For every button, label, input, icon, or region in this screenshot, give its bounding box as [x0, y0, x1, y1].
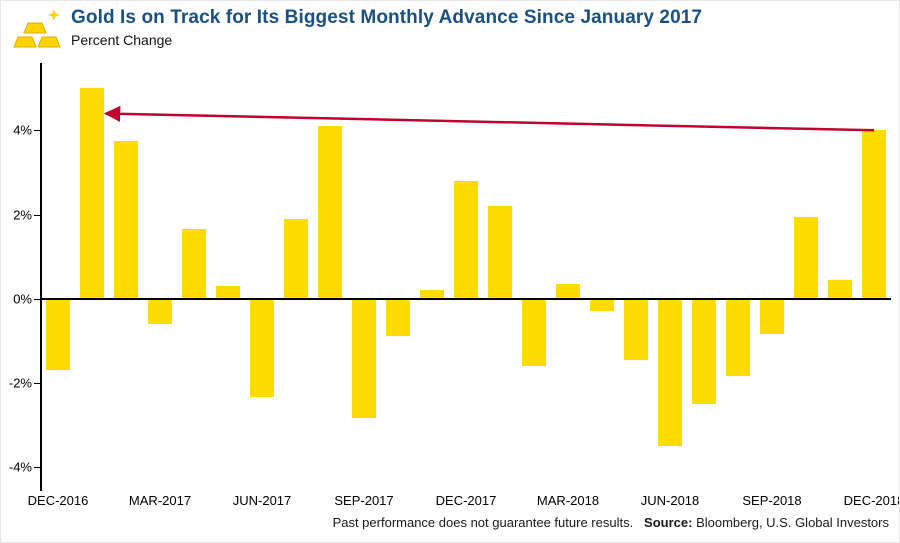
- y-axis-line: [40, 63, 42, 491]
- bar-DEC-2017: [454, 180, 478, 299]
- bar-MAY-2018: [624, 298, 648, 360]
- x-axis: DEC-2016 MAR-2017 JUN-2017 SEP-2017 DEC-2017…: [28, 493, 899, 511]
- y-tick-mark: [34, 382, 41, 384]
- y-tick-mark: [34, 467, 41, 468]
- bar-AUG-2017: [318, 126, 342, 299]
- bar-JUL-2017: [284, 218, 308, 299]
- gold-bars-icon: [13, 9, 61, 56]
- source-label: Source:: [644, 515, 693, 530]
- y-axis: 4% 2% 0% -2% -4%: [1, 63, 41, 488]
- bar-NOV-2017: [420, 290, 444, 299]
- chart-header: Gold Is on Track for Its Biggest Monthly…: [13, 7, 702, 56]
- plot-area: [41, 63, 891, 488]
- bar-JUN-2018: [658, 298, 682, 446]
- bar-OCT-2017: [386, 298, 410, 337]
- bar-DEC-2018: [862, 130, 886, 299]
- y-tick-mark: [34, 214, 41, 216]
- bar-FEB-2017: [114, 140, 138, 299]
- chart-title: Gold Is on Track for Its Biggest Monthly…: [71, 7, 703, 28]
- bar-MAR-2017: [148, 298, 172, 324]
- x-tick-label: DEC-2017: [435, 493, 497, 508]
- x-tick-label: MAR-2018: [536, 493, 600, 508]
- chart-subtitle: Percent Change: [71, 31, 173, 48]
- bar-JAN-2017: [80, 88, 104, 299]
- source-text: Bloomberg, U.S. Global Investors: [696, 515, 889, 530]
- header-titles: Gold Is on Track for Its Biggest Monthly…: [71, 7, 702, 48]
- bar-APR-2018: [590, 298, 614, 312]
- bar-JUN-2017: [250, 298, 274, 398]
- x-tick-label: DEC-2018: [843, 493, 900, 508]
- x-tick-label: JUN-2017: [232, 493, 292, 508]
- bar-MAR-2018: [556, 283, 580, 299]
- bar-JUL-2018: [692, 298, 716, 404]
- bar-JAN-2018: [488, 206, 512, 299]
- bar-MAY-2017: [216, 286, 240, 299]
- x-tick-label: DEC-2016: [27, 493, 89, 508]
- y-tick-label: -4%: [8, 459, 32, 475]
- y-tick-label: 4%: [13, 122, 32, 138]
- bar-APR-2017: [182, 229, 206, 299]
- y-tick-mark: [34, 130, 41, 132]
- zero-baseline: [41, 297, 891, 300]
- bar-NOV-2018: [828, 279, 852, 299]
- x-tick-label: SEP-2018: [742, 493, 802, 508]
- disclaimer-text: Past performance does not guarantee futu…: [332, 515, 634, 530]
- x-tick-label: SEP-2017: [334, 493, 394, 508]
- y-tick-label: 2%: [13, 207, 32, 222]
- x-tick-label: JUN-2018: [640, 493, 700, 508]
- bar-SEP-2017: [352, 298, 376, 419]
- bar-FEB-2018: [522, 298, 546, 366]
- bar-SEP-2018: [760, 298, 784, 335]
- y-tick-label: 0%: [13, 291, 32, 307]
- bar-OCT-2018: [794, 216, 818, 299]
- bar-AUG-2018: [726, 298, 750, 377]
- bar-DEC-2016: [46, 298, 70, 371]
- y-tick-mark: [34, 298, 41, 300]
- y-tick-label: -2%: [8, 375, 32, 391]
- chart-footer: Past performance does not guarantee futu…: [333, 515, 889, 530]
- x-tick-label: MAR-2017: [128, 493, 192, 508]
